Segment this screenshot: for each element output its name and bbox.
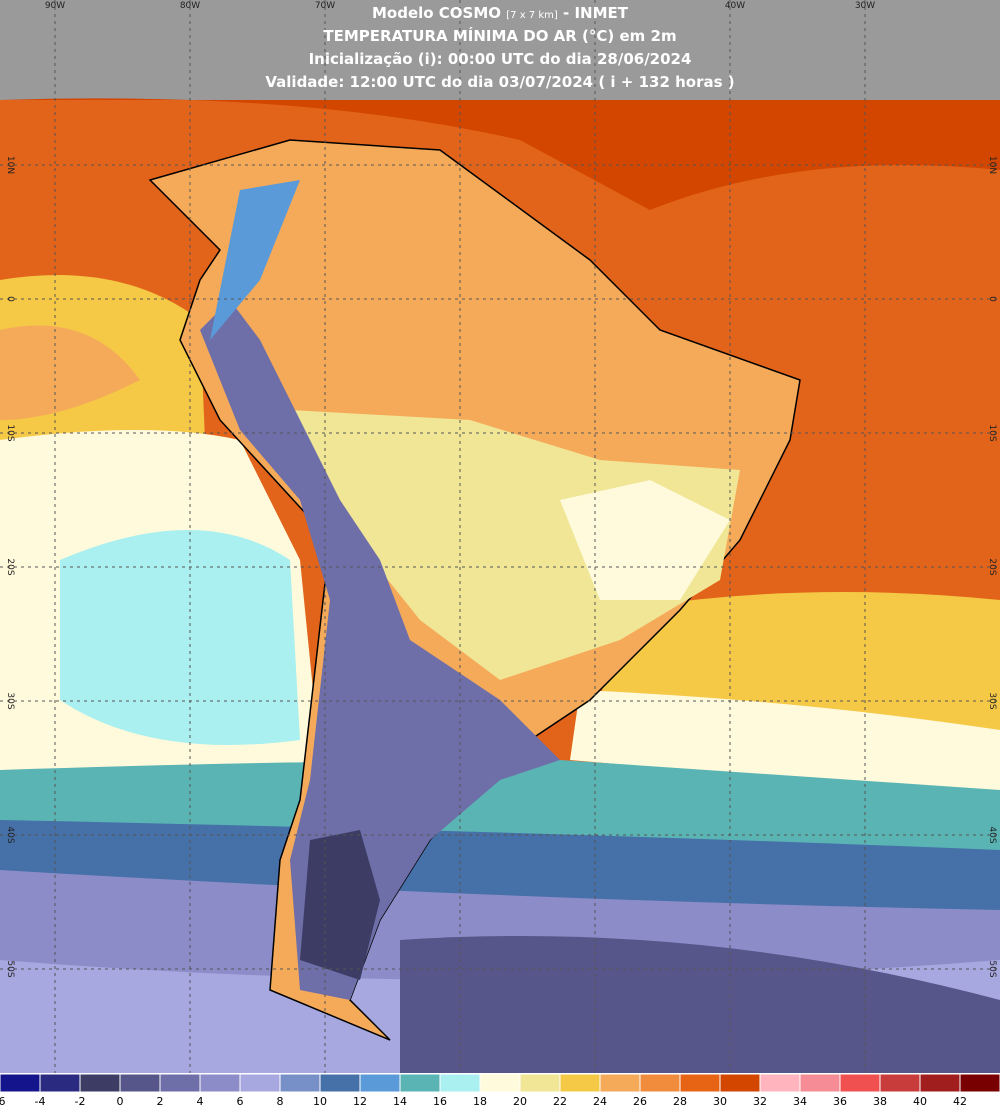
lat-label: 30S [987, 692, 997, 709]
legend-swatch [319, 1073, 361, 1093]
lat-label: 10N [987, 156, 997, 174]
legend-label: 22 [553, 1095, 567, 1108]
legend-label: 36 [833, 1095, 847, 1108]
legend-swatch [359, 1073, 401, 1093]
legend-swatch [199, 1073, 241, 1093]
legend-swatch [0, 1073, 41, 1093]
graticule [0, 0, 1000, 1073]
andes-south [200, 300, 560, 1000]
legend-swatch [479, 1073, 521, 1093]
variable: TEMPERATURA MÍNIMA DO AR (°C) em 2m [323, 26, 676, 45]
lat-label: 30S [5, 692, 15, 709]
valid-time: Validade: 12:00 UTC do dia 03/07/2024 ( … [265, 73, 734, 91]
legend-label: 12 [353, 1095, 367, 1108]
title-main: Modelo COSMO [372, 4, 501, 22]
lat-label: 0 [5, 296, 15, 302]
legend-swatch [839, 1073, 881, 1093]
legend-label: 14 [393, 1095, 407, 1108]
lon-label: 70W [315, 1, 335, 11]
legend-swatch [639, 1073, 681, 1093]
patagonia-cold [300, 830, 380, 980]
legend-swatch [239, 1073, 281, 1093]
lat-label: 10S [987, 424, 997, 441]
legend-label: -2 [75, 1095, 86, 1108]
title-source: - INMET [563, 4, 629, 22]
legend-label: 38 [873, 1095, 887, 1108]
pacific-cyan [60, 530, 300, 745]
lat-label: 0 [987, 296, 997, 302]
legend-label: 26 [633, 1095, 647, 1108]
legend-swatch [879, 1073, 921, 1093]
legend-swatch [159, 1073, 201, 1093]
pacific-orange [0, 325, 140, 420]
lat-label: 10N [5, 156, 15, 174]
legend-swatch [39, 1073, 81, 1093]
legend-label: 10 [313, 1095, 327, 1108]
lat-label: 40S [5, 826, 15, 843]
lat-label: 50S [987, 960, 997, 977]
legend-swatch [399, 1073, 441, 1093]
legend-swatch [679, 1073, 721, 1093]
legend-label: 6 [237, 1095, 244, 1108]
lon-label: 80W [180, 1, 200, 11]
legend-label: 2 [157, 1095, 164, 1108]
legend: -6-4-20246810121416182022242628303234363… [0, 1073, 1000, 1109]
legend-swatch [599, 1073, 641, 1093]
lat-label: 20S [987, 558, 997, 575]
legend-swatch [559, 1073, 601, 1093]
legend-label: 34 [793, 1095, 807, 1108]
legend-label: 18 [473, 1095, 487, 1108]
legend-swatch [119, 1073, 161, 1093]
lat-label: 20S [5, 558, 15, 575]
legend-label: 40 [913, 1095, 927, 1108]
band-blue [0, 820, 1000, 920]
legend-label: 0 [117, 1095, 124, 1108]
legend-swatch [919, 1073, 961, 1093]
interior-pale [560, 480, 730, 600]
legend-swatch [799, 1073, 841, 1093]
lat-label: 40S [987, 826, 997, 843]
legend-label: 24 [593, 1095, 607, 1108]
lon-label: 40W [725, 1, 745, 11]
title-grid: [7 x 7 km] [506, 10, 558, 21]
lat-label: 50S [5, 960, 15, 977]
legend-label: 20 [513, 1095, 527, 1108]
atlantic-pale [570, 690, 1000, 800]
legend-label: 8 [277, 1095, 284, 1108]
legend-label: 28 [673, 1095, 687, 1108]
legend-label: 30 [713, 1095, 727, 1108]
lon-label: 90W [45, 1, 65, 11]
lon-label: 30W [855, 1, 875, 11]
legend-swatch [79, 1073, 121, 1093]
legend-label: -6 [0, 1095, 5, 1108]
land-mask-top [0, 0, 1000, 100]
title: Modelo COSMO [7 x 7 km] - INMET [372, 4, 629, 22]
legend-swatch [959, 1073, 1000, 1093]
legend-label: 16 [433, 1095, 447, 1108]
legend-label: 4 [197, 1095, 204, 1108]
lat-label: 10S [5, 424, 15, 441]
andes-north [210, 180, 300, 340]
init-time: Inicialização (i): 00:00 UTC do dia 28/0… [309, 50, 692, 68]
legend-swatch [279, 1073, 321, 1093]
legend-label: -4 [35, 1095, 46, 1108]
legend-label: 32 [753, 1095, 767, 1108]
legend-swatch [719, 1073, 761, 1093]
legend-label: 42 [953, 1095, 967, 1108]
interior-yellow [290, 410, 740, 680]
legend-swatch [759, 1073, 801, 1093]
band-gray [400, 936, 1000, 1073]
warm-band [0, 98, 1000, 210]
legend-swatch [439, 1073, 481, 1093]
legend-swatch [519, 1073, 561, 1093]
